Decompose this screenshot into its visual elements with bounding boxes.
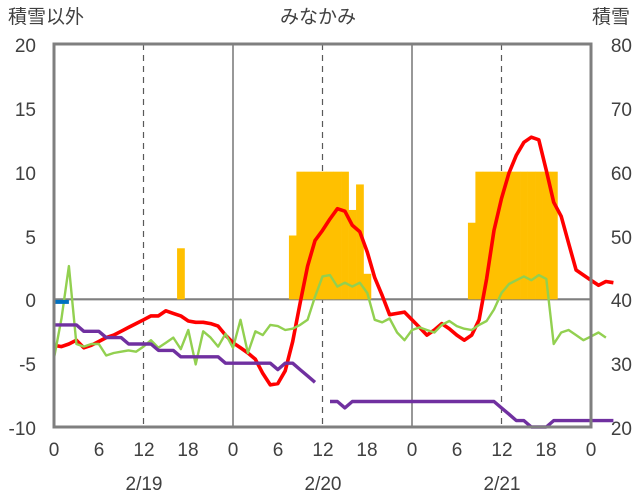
x-tick-label: 12: [133, 440, 154, 461]
precip-bar: [318, 171, 327, 300]
right-tick-label: 50: [611, 228, 632, 249]
series-lines: [52, 135, 614, 429]
precip-bar: [303, 171, 312, 300]
x-tick-label: 0: [228, 440, 239, 461]
precip-bar: [348, 209, 357, 300]
x-tick-label: 6: [273, 440, 284, 461]
x-tick-label: 18: [356, 440, 377, 461]
precip-bar: [549, 171, 558, 300]
x-tick-label: 0: [49, 440, 60, 461]
x-tick-label: 0: [586, 440, 597, 461]
precip-bar: [512, 171, 521, 300]
date-label: 2/20: [305, 474, 342, 495]
precip-bar: [326, 171, 334, 300]
precip-bar: [505, 171, 513, 300]
left-tick-label: 5: [25, 228, 36, 249]
left-y-ticks: 20 15 10 5 0 -5 -10: [9, 36, 36, 440]
bars: [177, 171, 558, 300]
precip-bar: [296, 171, 305, 300]
left-axis-title: 積雪以外: [8, 6, 84, 28]
precip-bar: [363, 273, 372, 300]
precip-bar: [356, 184, 364, 300]
chart-title: みなかみ: [280, 7, 356, 28]
precip-bar: [520, 171, 528, 300]
right-tick-label: 30: [611, 355, 632, 376]
x-tick-label: 12: [491, 440, 512, 461]
series-line-purple: [330, 399, 614, 429]
series-line-purple: [54, 323, 317, 384]
precip-bar: [542, 171, 551, 300]
right-tick-label: 60: [611, 164, 632, 185]
precip-bar: [527, 171, 536, 300]
x-tick-label: 12: [312, 440, 333, 461]
x-tick-label: 18: [535, 440, 556, 461]
left-tick-label: 10: [15, 164, 36, 185]
date-label: 2/21: [484, 474, 521, 495]
x-tick-label: 6: [452, 440, 463, 461]
right-axis-title: 積雪: [592, 6, 630, 28]
right-tick-label: 70: [611, 100, 632, 121]
precip-bar: [341, 171, 349, 300]
precip-bar: [497, 171, 506, 300]
precip-bar: [535, 171, 543, 300]
precip-bar: [177, 248, 185, 300]
x-ticks: 0 6 12 18 0 6 12 18 0 6 12 18 0: [49, 440, 597, 461]
plot-frame: [52, 42, 593, 429]
date-label: 2/19: [126, 474, 163, 495]
x-tick-label: 18: [177, 440, 198, 461]
date-labels: 2/19 2/20 2/21: [126, 474, 521, 495]
series-line-red: [53, 135, 614, 387]
x-tick-label: 6: [94, 440, 105, 461]
precip-bar: [333, 171, 342, 300]
precip-bar: [475, 171, 484, 300]
right-y-ticks: 80 70 60 50 40 30 20: [611, 36, 632, 440]
right-tick-label: 20: [611, 419, 632, 440]
precip-bar: [288, 235, 297, 300]
x-tick-label: 0: [407, 440, 418, 461]
right-tick-label: 40: [611, 291, 632, 312]
precip-bar: [311, 171, 320, 300]
right-tick-label: 80: [611, 36, 632, 57]
left-tick-label: -10: [9, 419, 36, 440]
precip-bar: [467, 222, 476, 300]
left-tick-label: 20: [15, 36, 36, 57]
left-tick-label: 0: [25, 291, 36, 312]
left-tick-label: 15: [15, 100, 36, 121]
left-tick-label: -5: [19, 355, 36, 376]
precip-bar: [482, 171, 491, 300]
